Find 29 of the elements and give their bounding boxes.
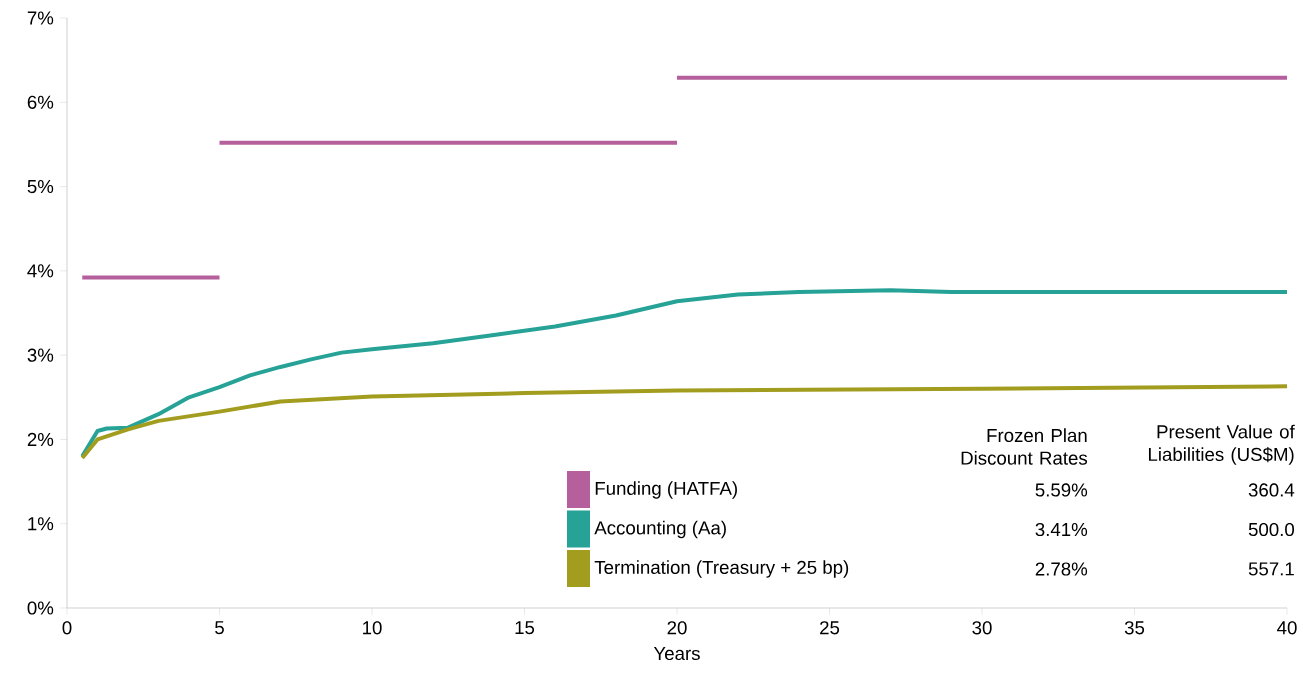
x-tick-label: 40: [1277, 621, 1297, 635]
x-tick-label: 30: [972, 621, 992, 635]
annotation: Present Value of Liabilities (US$M): [1148, 424, 1295, 465]
legend-label: Termination (Treasury + 25 bp): [594, 560, 849, 578]
annotation: 3.41%: [1035, 522, 1088, 537]
x-tick-label: 20: [667, 621, 687, 635]
annotation: 557.1: [1248, 562, 1294, 576]
x-tick-label: 15: [515, 621, 535, 635]
annotation: 360.4: [1248, 483, 1295, 497]
y-tick-label: 0%: [27, 601, 54, 615]
y-tick-label: 1%: [28, 517, 54, 531]
x-tick-label: 5: [215, 621, 224, 635]
x-tick-label: 25: [820, 621, 840, 635]
x-tick-label: 35: [1124, 621, 1145, 635]
x-axis-title: Years: [653, 647, 700, 661]
y-tick-label: 6%: [27, 95, 54, 109]
x-tick-label: 0: [62, 621, 72, 635]
annotation: 2.78%: [1035, 562, 1088, 576]
x-tick-label: 10: [363, 621, 382, 635]
annotation: Frozen Plan Discount Rates: [961, 428, 1088, 465]
y-tick-label: 5%: [27, 179, 54, 194]
y-tick-label: 7%: [27, 11, 54, 25]
y-tick-label: 3%: [27, 348, 54, 362]
legend-label: Accounting (Aa): [594, 520, 726, 539]
y-tick-label: 4%: [27, 264, 54, 278]
y-tick-label: 2%: [27, 432, 54, 446]
annotation: 500.0: [1248, 522, 1295, 537]
legend-label: Funding (HATFA): [595, 481, 737, 499]
annotation: 5.59%: [1035, 483, 1088, 497]
